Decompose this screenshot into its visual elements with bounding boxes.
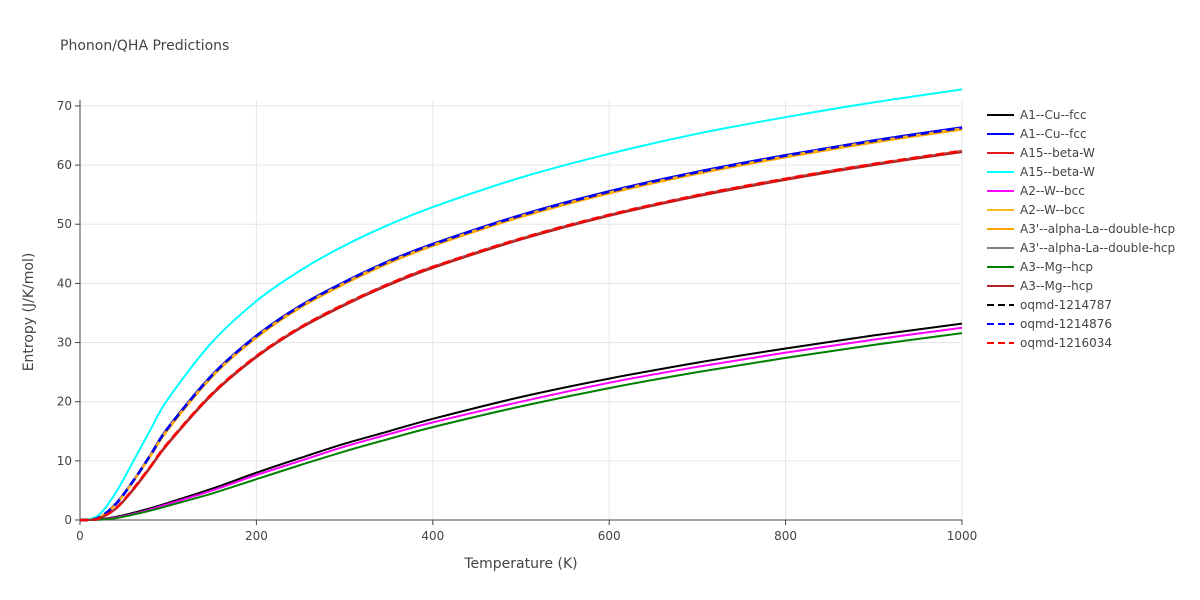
x-tick-label: 400: [421, 529, 444, 543]
x-tick-label: 200: [245, 529, 268, 543]
y-tick-label: 10: [57, 454, 72, 468]
x-tick-label: 1000: [947, 529, 978, 543]
legend-item-label[interactable]: A3'--alpha-La--double-hcp: [1020, 222, 1175, 236]
y-tick-label: 0: [64, 513, 72, 527]
series-line-5[interactable]: [79, 326, 963, 522]
legend-item-label[interactable]: A15--beta-W: [1020, 165, 1095, 179]
legend-item-label[interactable]: oqmd-1214787: [1020, 298, 1112, 312]
legend-item-label[interactable]: oqmd-1214876: [1020, 317, 1112, 331]
y-tick-label: 60: [57, 158, 72, 172]
legend-item-label[interactable]: A15--beta-W: [1020, 146, 1095, 160]
series-line-12[interactable]: [79, 126, 963, 522]
series-line-4[interactable]: [79, 88, 963, 521]
axes: 0 200 400 600 800 1000 0 10 20 30 40 50 60 70: [57, 99, 978, 543]
x-tick-label: 600: [598, 529, 621, 543]
grid: [80, 100, 963, 520]
x-tick-label: 800: [774, 529, 797, 543]
legend-item-label[interactable]: A3--Mg--hcp: [1020, 260, 1093, 274]
y-tick-label: 70: [57, 99, 72, 113]
y-axis-title: Entropy (J/K/mol): [21, 253, 37, 372]
chart-title: Phonon/QHA Predictions: [60, 38, 229, 54]
series-line-1[interactable]: [79, 322, 963, 521]
y-tick-label: 30: [57, 336, 72, 350]
plot-area[interactable]: [79, 88, 963, 522]
legend-item-label[interactable]: A3--Mg--hcp: [1020, 279, 1093, 293]
legend-item-label[interactable]: A1--Cu--fcc: [1020, 108, 1087, 122]
y-tick-label: 40: [57, 276, 72, 290]
series-line-7[interactable]: [79, 128, 963, 521]
legend-item-label[interactable]: oqmd-1216034: [1020, 336, 1112, 350]
x-axis-title: Temperature (K): [463, 556, 577, 572]
legend-item-label[interactable]: A1--Cu--fcc: [1020, 127, 1087, 141]
y-tick-label: 20: [57, 395, 72, 409]
legend[interactable]: A1--Cu--fcc A1--Cu--fcc A15--beta-W A15--be…: [987, 108, 1175, 350]
x-tick-label: 0: [76, 529, 84, 543]
legend-item-label[interactable]: A2--W--bcc: [1020, 184, 1085, 198]
series-line-3[interactable]: [79, 149, 963, 522]
series-line-13[interactable]: [79, 149, 963, 522]
y-tick-label: 50: [57, 217, 72, 231]
legend-item-label[interactable]: A3'--alpha-La--double-hcp: [1020, 241, 1175, 255]
series-line-9[interactable]: [79, 332, 963, 521]
series-line-10[interactable]: [79, 151, 963, 522]
series-line-8[interactable]: [79, 150, 963, 522]
legend-item-label[interactable]: A2--W--bcc: [1020, 203, 1085, 217]
